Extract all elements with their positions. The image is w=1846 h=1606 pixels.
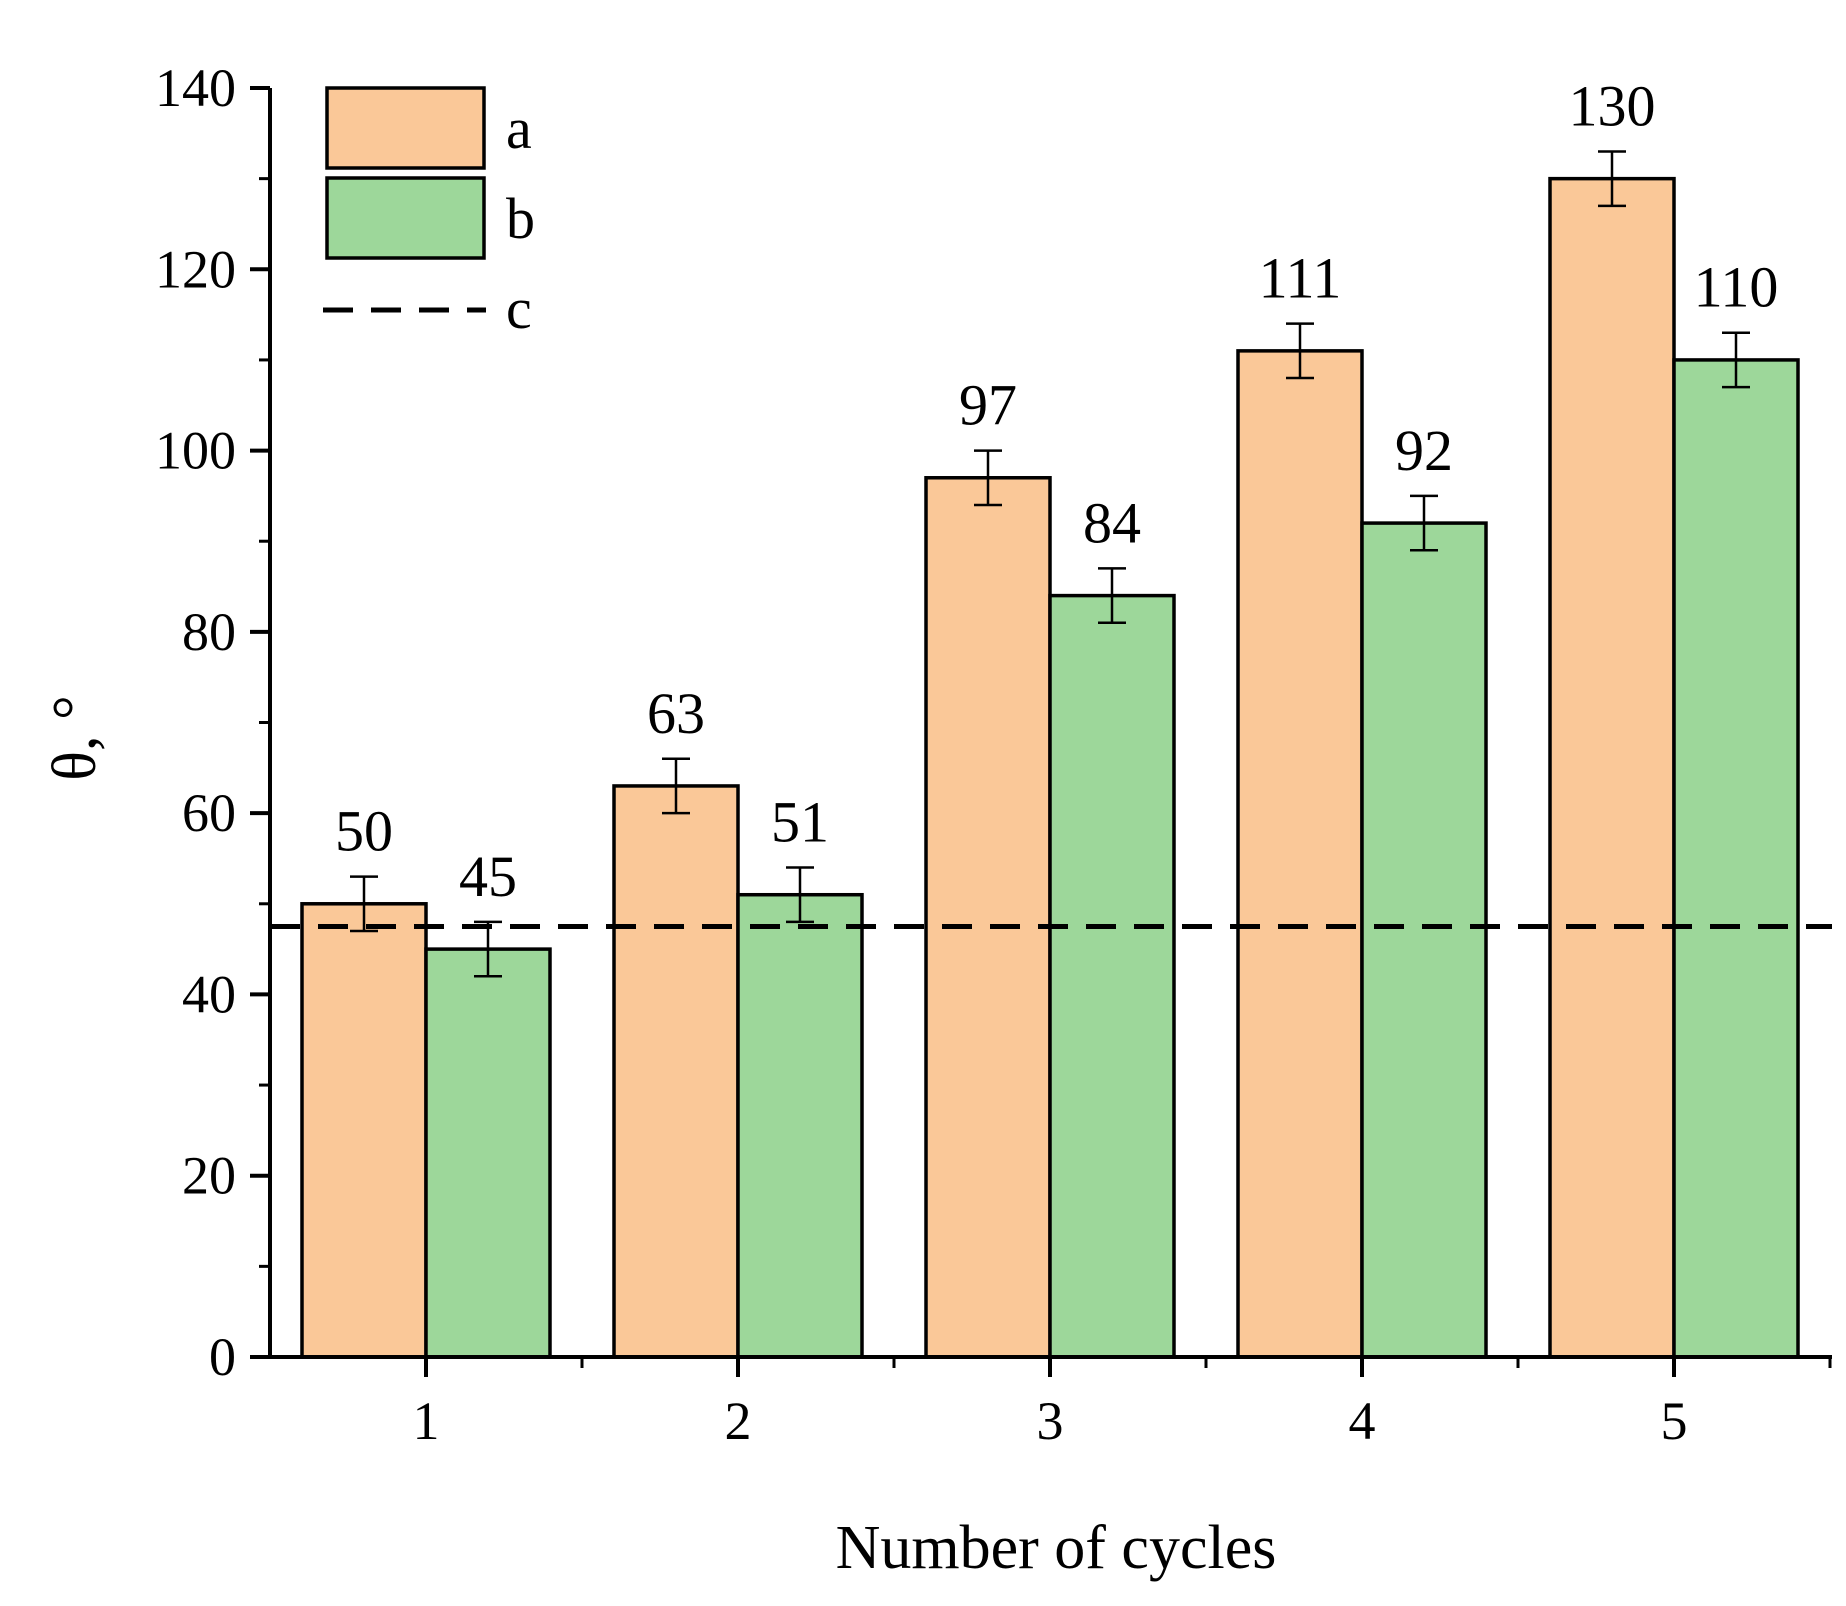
x-tick-label-1: 1 — [413, 1391, 440, 1451]
x-axis-title: Number of cycles — [836, 1514, 1277, 1582]
y-tick-label-120: 120 — [155, 239, 236, 299]
bar-b-4 — [1360, 521, 1488, 1359]
legend-label-c: c — [506, 276, 532, 341]
data-label-a-1: 50 — [335, 799, 393, 864]
x-tick-label-4: 4 — [1349, 1391, 1376, 1451]
bars-layer — [300, 176, 1800, 1359]
y-axis-title: θ, ° — [41, 695, 109, 781]
y-tick-label-140: 140 — [155, 58, 236, 118]
bar-b-2 — [736, 892, 864, 1359]
legend-swatch-a — [325, 86, 486, 170]
bar-a-2 — [612, 784, 740, 1359]
data-label-b-3: 84 — [1083, 490, 1141, 555]
legend-label-a: a — [506, 96, 532, 161]
bar-a-1 — [300, 902, 428, 1359]
data-labels-layer: 50 63 97 111 130 45 51 84 92 110 — [335, 73, 1778, 908]
y-tick-label-100: 100 — [155, 421, 236, 481]
bar-a-3 — [924, 476, 1052, 1359]
legend: abc — [323, 86, 535, 341]
y-tick-label-40: 40 — [182, 964, 236, 1024]
bar-b-5 — [1672, 358, 1800, 1359]
y-tick-label-0: 0 — [209, 1327, 236, 1387]
x-tick-label-2: 2 — [725, 1391, 752, 1451]
data-label-b-4: 92 — [1395, 418, 1453, 483]
bar-a-5 — [1548, 176, 1676, 1359]
error-bars-layer — [350, 150, 1750, 978]
y-tick-label-20: 20 — [182, 1146, 236, 1206]
x-tick-label-5: 5 — [1661, 1391, 1688, 1451]
y-tick-label-60: 60 — [182, 783, 236, 843]
data-label-a-2: 63 — [647, 681, 705, 746]
x-tick-label-3: 3 — [1037, 1391, 1064, 1451]
y-tick-label-80: 80 — [182, 602, 236, 662]
data-label-a-3: 97 — [959, 373, 1017, 438]
data-label-a-5: 130 — [1569, 73, 1656, 138]
bar-b-1 — [424, 947, 552, 1359]
data-label-a-4: 111 — [1259, 246, 1342, 311]
data-label-b-5: 110 — [1694, 255, 1779, 320]
bar-a-4 — [1236, 349, 1364, 1359]
legend-swatch-b — [325, 176, 486, 260]
bar-b-3 — [1048, 593, 1176, 1359]
data-label-b-2: 51 — [771, 790, 829, 855]
legend-label-b: b — [506, 186, 535, 251]
data-label-b-1: 45 — [459, 844, 517, 909]
